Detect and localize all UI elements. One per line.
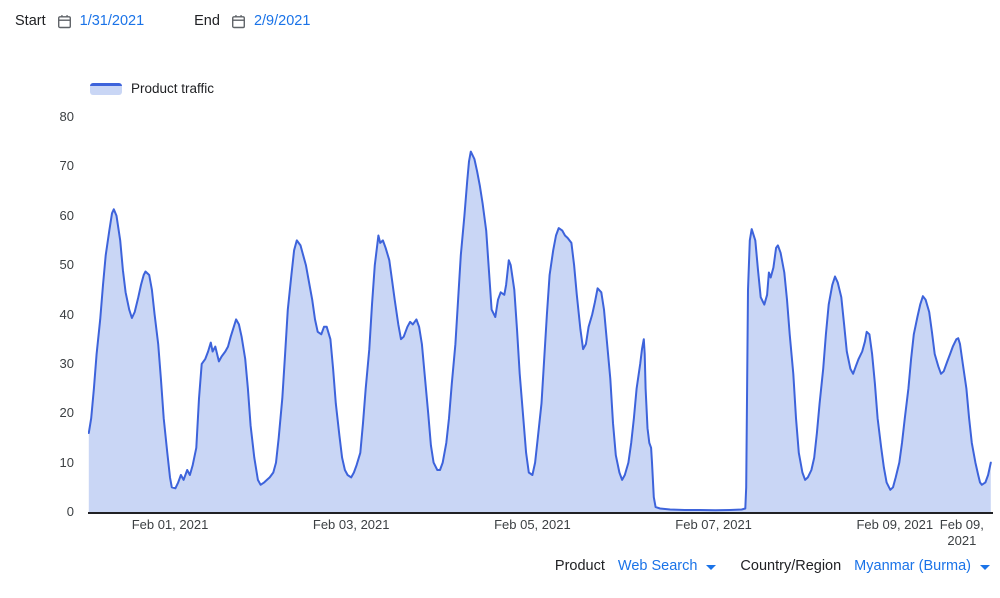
chevron-down-icon	[980, 564, 990, 570]
chevron-down-icon	[706, 564, 717, 570]
x-tick-label: Feb 09, 2021	[939, 517, 984, 548]
country-select[interactable]: Myanmar (Burma)	[854, 558, 990, 574]
start-date-value[interactable]: 1/31/2021	[79, 13, 145, 29]
x-tick-label: Feb 05, 2021	[494, 517, 571, 532]
y-tick-label: 40	[59, 306, 74, 322]
y-tick-label: 0	[66, 504, 74, 519]
calendar-icon[interactable]	[57, 14, 72, 29]
y-tick-label: 20	[59, 405, 74, 421]
product-label: Product	[554, 558, 605, 574]
x-axis-line	[88, 512, 993, 514]
traffic-plot[interactable]	[88, 110, 993, 514]
country-select-value: Myanmar (Burma)	[854, 558, 971, 574]
legend-swatch-icon	[90, 82, 122, 95]
y-tick-label: 80	[59, 109, 74, 124]
country-label: Country/Region	[740, 558, 842, 574]
y-tick-label: 30	[59, 355, 74, 371]
traffic-area	[88, 151, 991, 512]
product-select-value: Web Search	[617, 558, 698, 574]
product-select[interactable]: Web Search	[618, 558, 717, 574]
chart-controls: Product Web Search Country/Region Myanma…	[555, 558, 990, 574]
calendar-icon[interactable]	[231, 14, 246, 29]
traffic-chart: 0 10 20 30 40 50 60 70 80 Feb 01, 2021 Feb 03, 20…	[0, 109, 1000, 550]
x-tick-label: Feb 01, 2021	[131, 517, 209, 532]
date-range-controls: Start 1/31/2021 End 2/9/2021	[15, 13, 310, 29]
y-tick-label: 50	[59, 257, 74, 273]
x-tick-label: Feb 07, 2021	[675, 517, 752, 532]
end-date-value[interactable]: 2/9/2021	[253, 13, 311, 29]
legend-label: Product traffic	[131, 81, 215, 96]
chart-legend: Product traffic	[90, 81, 214, 96]
x-tick-label: Feb 03, 2021	[312, 517, 390, 532]
start-label: Start	[15, 13, 46, 29]
traffic-line	[88, 150, 992, 512]
y-tick-label: 70	[59, 158, 74, 174]
end-label: End	[194, 13, 220, 29]
y-tick-label: 10	[59, 454, 74, 470]
y-tick-label: 60	[59, 207, 74, 223]
x-tick-label: Feb 09, 2021	[856, 517, 934, 532]
